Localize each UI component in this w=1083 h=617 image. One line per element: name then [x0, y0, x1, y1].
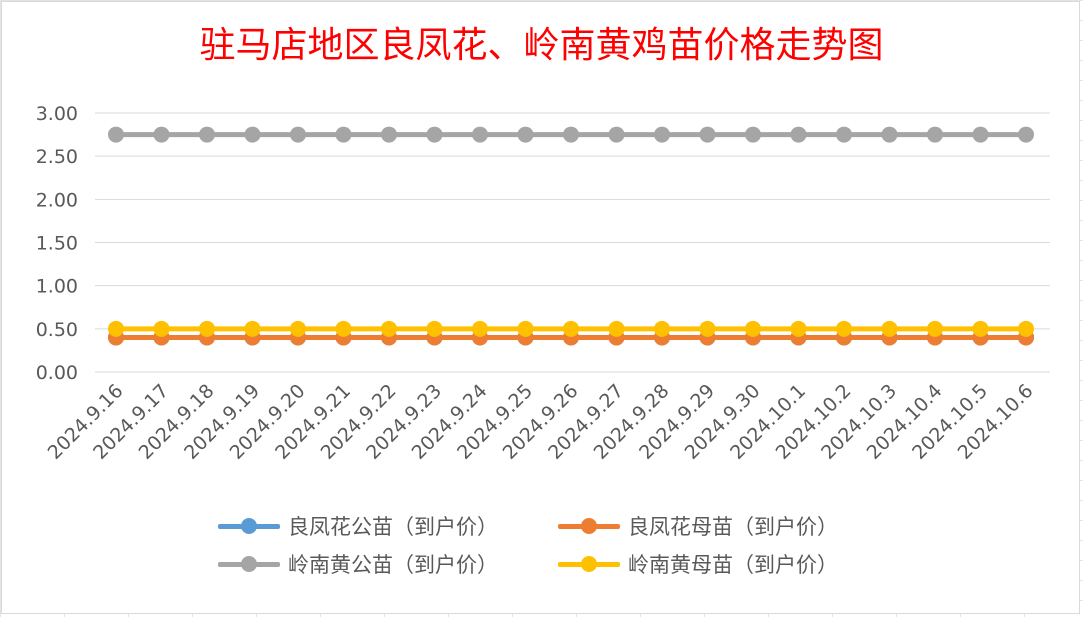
- data-point-s3-17: [881, 320, 898, 337]
- data-point-s2-12: [654, 126, 670, 143]
- data-point-s3-9: [517, 320, 534, 337]
- data-point-s3-6: [381, 320, 397, 337]
- data-point-s2-2: [199, 126, 215, 143]
- data-point-s3-16: [836, 320, 852, 337]
- data-point-s3-5: [335, 320, 352, 337]
- legend-marker-series-3: [558, 550, 620, 578]
- data-point-s2-8: [472, 126, 488, 143]
- data-point-s2-10: [563, 126, 579, 143]
- data-point-s3-8: [472, 320, 488, 337]
- data-point-s3-1: [153, 320, 170, 337]
- y-tick-label-4: 2.00: [36, 189, 78, 211]
- data-point-s3-7: [426, 320, 443, 337]
- legend-label-series-3: 岭南黄母苗（到户价）: [628, 553, 838, 577]
- data-point-s2-7: [426, 126, 443, 143]
- data-point-s2-20: [1018, 126, 1034, 143]
- data-point-s3-18: [927, 320, 943, 337]
- data-point-s2-19: [972, 126, 989, 143]
- legend-label-series-1: 良凤花母苗（到户价）: [628, 515, 838, 539]
- data-point-s3-0: [108, 320, 124, 337]
- legend-label-series-0: 良凤花公苗（到户价）: [288, 515, 498, 539]
- data-point-s2-6: [381, 126, 397, 143]
- data-point-s2-5: [335, 126, 352, 143]
- legend-marker-series-2: [218, 550, 280, 578]
- data-point-s2-3: [244, 126, 261, 143]
- data-point-s2-15: [790, 126, 807, 143]
- data-point-s3-20: [1018, 320, 1034, 337]
- data-point-s2-17: [881, 126, 898, 143]
- data-point-s3-19: [972, 320, 989, 337]
- data-point-s2-9: [517, 126, 534, 143]
- series-3: [108, 320, 1034, 337]
- legend-item-series-0[interactable]: 良凤花公苗（到户价）: [218, 512, 548, 540]
- data-point-s3-11: [608, 320, 625, 337]
- chart-title: 驻马店地区良凤花、岭南黄鸡苗价格走势图: [199, 25, 884, 66]
- data-point-s3-10: [563, 320, 579, 337]
- data-point-s3-4: [290, 320, 306, 337]
- data-point-s3-3: [244, 320, 261, 337]
- y-tick-label-0: 0.00: [36, 362, 78, 384]
- y-tick-label-3: 1.50: [36, 233, 78, 255]
- data-point-s2-1: [153, 126, 170, 143]
- legend-marker-series-0: [218, 512, 280, 540]
- y-tick-label-1: 0.50: [36, 319, 78, 341]
- chart-legend: 良凤花公苗（到户价） 良凤花母苗（到户价） 岭南黄公苗（到户价） 岭南黄母苗（到…: [218, 512, 918, 578]
- series-2: [108, 126, 1034, 143]
- y-tick-label-5: 2.50: [36, 146, 78, 168]
- data-point-s2-13: [699, 126, 716, 143]
- y-tick-label-6: 3.00: [36, 103, 78, 125]
- data-point-s2-18: [927, 126, 943, 143]
- y-tick-label-2: 1.00: [36, 276, 78, 298]
- legend-marker-series-1: [558, 512, 620, 540]
- data-point-s2-11: [608, 126, 625, 143]
- legend-item-series-2[interactable]: 岭南黄公苗（到户价）: [218, 550, 548, 578]
- data-point-s3-15: [790, 320, 807, 337]
- data-point-s3-13: [699, 320, 716, 337]
- data-point-s2-4: [290, 126, 306, 143]
- data-point-s2-0: [108, 126, 124, 143]
- data-point-s2-16: [836, 126, 852, 143]
- legend-label-series-2: 岭南黄公苗（到户价）: [288, 553, 498, 577]
- data-point-s2-14: [745, 126, 761, 143]
- data-point-s3-2: [199, 320, 215, 337]
- legend-item-series-3[interactable]: 岭南黄母苗（到户价）: [558, 550, 888, 578]
- data-point-s3-12: [654, 320, 670, 337]
- data-point-s3-14: [745, 320, 761, 337]
- legend-item-series-1[interactable]: 良凤花母苗（到户价）: [558, 512, 888, 540]
